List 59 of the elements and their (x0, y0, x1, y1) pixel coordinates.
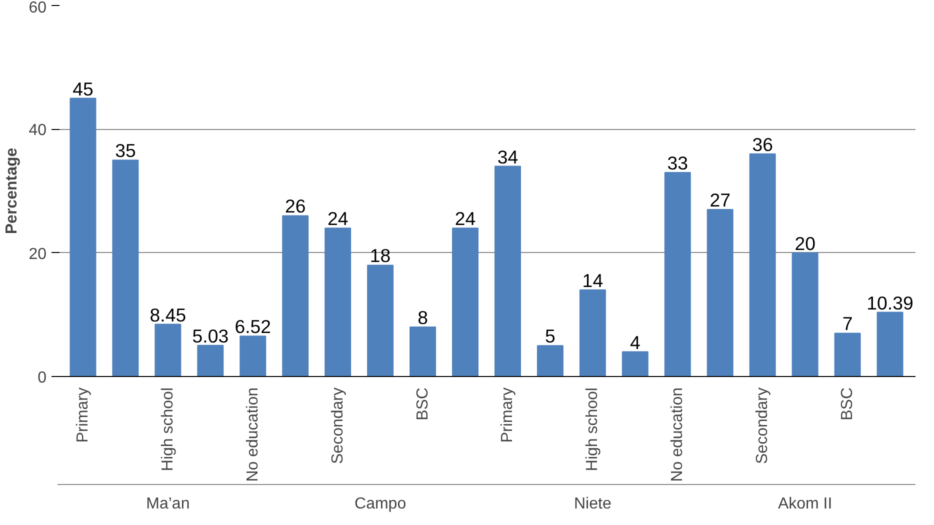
text: Niete (574, 496, 612, 512)
data-label: 4 (630, 332, 640, 353)
x-tick-label: High school (159, 387, 176, 472)
data-label: 27 (710, 190, 731, 211)
data-label: 26 (284, 196, 306, 217)
bar (579, 289, 606, 376)
bar (536, 345, 564, 376)
data-label: 8.45 (150, 304, 186, 326)
bar (70, 98, 96, 376)
bar (367, 264, 394, 376)
x-tick-label: Primary (74, 388, 92, 443)
bar (749, 153, 776, 376)
data-label: 34 (497, 146, 518, 168)
y-tick-label: 60 (28, 0, 47, 16)
data-label: 6.52 (234, 316, 272, 338)
bar (240, 336, 266, 376)
data-label: 20 (794, 232, 816, 254)
data-label: 33 (667, 152, 688, 174)
data-label: 10.39 (866, 292, 914, 314)
data-label: 24 (454, 208, 476, 230)
bar (494, 166, 521, 376)
y-tick-label: 40 (28, 122, 47, 140)
x-tick-label: BSC (839, 387, 856, 420)
data-label: 5.03 (192, 325, 229, 346)
y-axis-title: Percentage (4, 148, 21, 234)
data-label: 45 (72, 78, 94, 100)
data-label: 7 (842, 313, 853, 334)
x-tick-label: High school (584, 387, 602, 472)
data-label: 8 (418, 307, 428, 328)
data-label: 14 (582, 270, 604, 291)
x-tick-label: Secondary (329, 387, 346, 464)
x-tick-label: No education (244, 387, 262, 482)
x-tick-label: Secondary (754, 387, 772, 464)
bar (706, 209, 734, 376)
bar (792, 252, 818, 376)
data-label: 24 (327, 208, 348, 230)
bar (664, 172, 691, 376)
data-label: 18 (370, 245, 391, 266)
x-tick-label: BSC (414, 387, 432, 420)
bar (622, 351, 648, 376)
data-label: 5 (545, 326, 556, 347)
text: Ma’an (146, 496, 190, 512)
bar (282, 215, 309, 376)
data-label: 36 (752, 134, 773, 155)
bar (876, 312, 904, 376)
bar (324, 228, 352, 376)
text: Akom II (778, 496, 832, 512)
y-tick-label: 20 (28, 246, 47, 263)
y-tick-label: 0 (38, 370, 47, 386)
bar (112, 160, 139, 376)
bar (197, 344, 224, 376)
text: Campo (354, 496, 406, 512)
bar (452, 228, 479, 376)
data-label: 35 (115, 140, 136, 162)
x-tick-label: No education (669, 387, 686, 482)
bar (834, 332, 861, 376)
bar (410, 326, 436, 376)
x-tick-label: Primary (499, 388, 516, 443)
bar (154, 324, 182, 376)
